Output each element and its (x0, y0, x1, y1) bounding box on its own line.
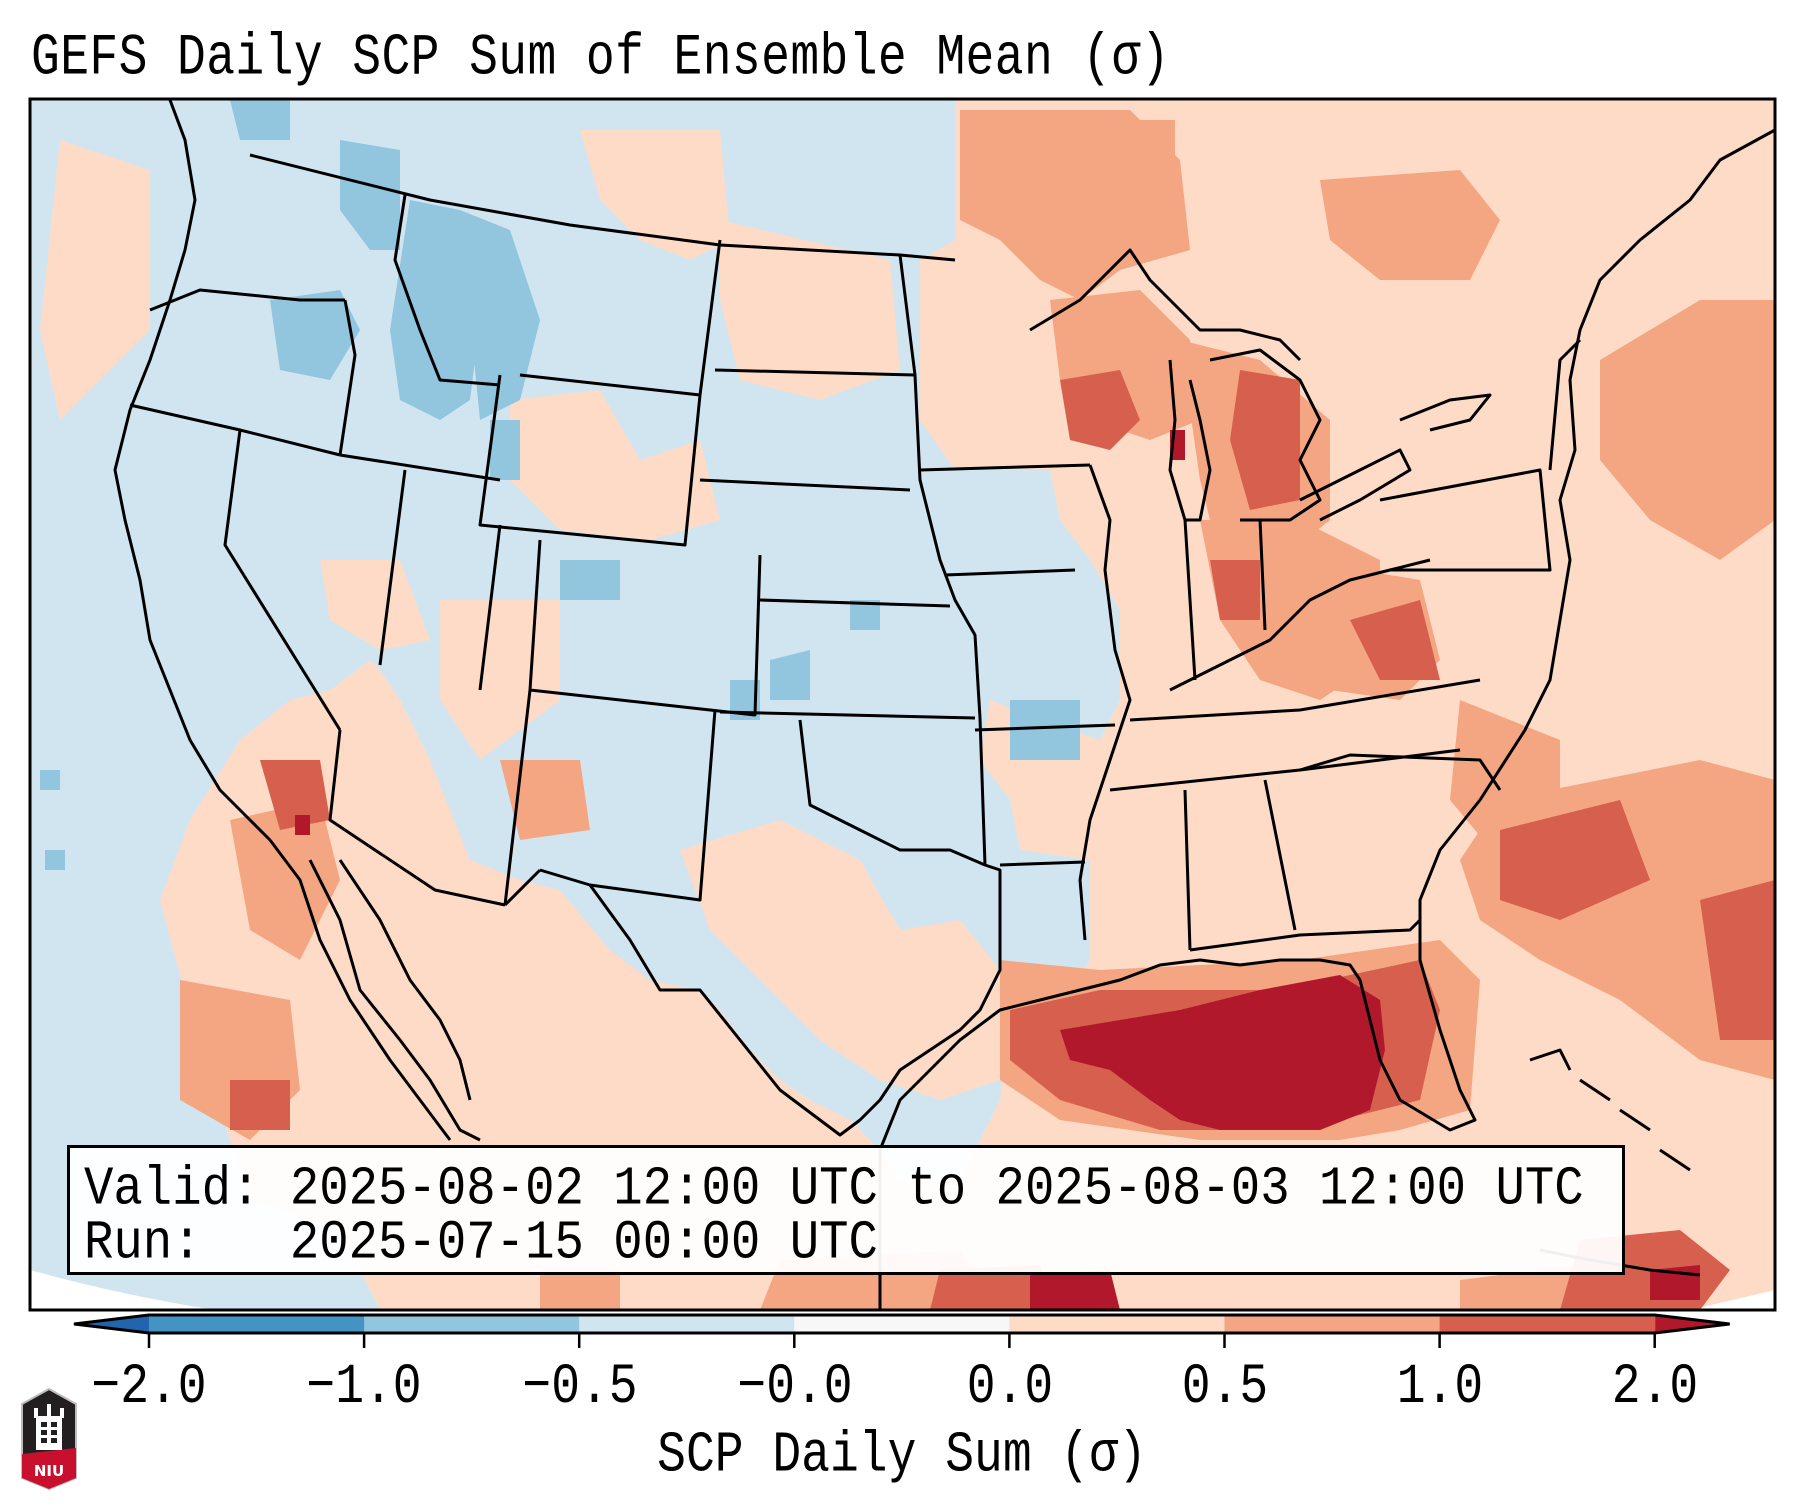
coastline-pacific (113, 99, 272, 842)
border-nd-sd (714, 368, 916, 377)
border-ky-tn (1129, 678, 1481, 722)
border-in-oh (1258, 519, 1267, 631)
logo-text: NIU (34, 1462, 64, 1480)
run-line: Run: 2025-07-15 00:00 UTC (84, 1214, 878, 1272)
colorbar-tick-label: −1.0 (306, 1356, 422, 1420)
border-id-mt (393, 194, 501, 387)
colorbar-tick-label: −2.0 (91, 1356, 207, 1420)
coastline-lake-erie (1299, 448, 1412, 522)
border-texas (588, 719, 1002, 1137)
valid-text: 2025-08-02 12:00 UTC to 2025-08-03 12:00… (289, 1157, 1584, 1221)
logo-band (22, 1448, 76, 1489)
colorbar-bin (364, 1315, 580, 1333)
colorbar-under-extension (74, 1315, 149, 1333)
border-az-nm (503, 689, 532, 906)
border-co (528, 539, 762, 717)
run-label: Run: (84, 1211, 202, 1275)
field-bin-neg-0.5-neg-1.0 (40, 100, 1080, 870)
border-or-id (338, 299, 357, 456)
border-ia (919, 463, 1091, 472)
border-nc-sc (1299, 753, 1502, 791)
valid-label: Valid: (84, 1157, 261, 1221)
scp-field (40, 99, 1775, 1310)
colorbar-bin (1009, 1315, 1226, 1333)
border-ut-co (478, 524, 502, 691)
border-ia-mo (944, 568, 1076, 577)
coastline-michigan-lp (1209, 348, 1322, 522)
border-wa-or (149, 288, 345, 312)
coastline-atlantic (1239, 128, 1775, 1132)
colorbar-tick-label: 0.5 (1181, 1356, 1269, 1420)
map-frame (28, 97, 1777, 1312)
colorbar-axis-label: SCP Daily Sum (σ) (657, 1423, 1147, 1489)
border-nm-tx (539, 709, 717, 902)
border-ca-nv (223, 429, 342, 731)
border-mt-wy (519, 373, 701, 397)
border-mo-ar (974, 723, 1116, 732)
border-ne-ks (759, 598, 951, 608)
map-area (30, 99, 1775, 1310)
coastline-lake-michigan (1168, 359, 1212, 522)
border-sd-ne (699, 478, 911, 492)
boundaries (113, 99, 1775, 1310)
colorbar-bin (794, 1315, 1010, 1333)
border-mn-west (898, 254, 987, 866)
valid-run-legend: Valid: 2025-08-02 12:00 UTC to 2025-08-0… (67, 1145, 1625, 1275)
border-nv-ut (378, 469, 407, 666)
border-nm-mex (503, 868, 542, 907)
coastline-gulf-california (308, 859, 481, 1142)
run-text: 2025-07-15 00:00 UTC (289, 1211, 878, 1275)
colorbar-bin (149, 1315, 365, 1333)
colorbar-tick-label: 1.0 (1396, 1356, 1484, 1420)
coastline-lake-ontario (1399, 393, 1492, 432)
niu-logo: NIU (21, 1388, 77, 1490)
border-ks-ok (719, 710, 976, 720)
colorbar (73, 1313, 1730, 1348)
border-il-in (1183, 519, 1197, 681)
border-ga-fl (1189, 918, 1422, 952)
border-ar-la (999, 860, 1086, 867)
colorbar-bin (1224, 1315, 1441, 1333)
border-ms-al (1183, 789, 1192, 951)
coastline-mexico-west (338, 859, 472, 1101)
page-title: GEFS Daily SCP Sum of Ensemble Mean (σ) (31, 26, 1170, 92)
border-al-ga (1263, 779, 1297, 931)
logo-tower-icon (36, 1416, 62, 1450)
colorbar-tick-label: 2.0 (1611, 1356, 1699, 1420)
colorbar-bin (579, 1315, 795, 1333)
border-wy (478, 374, 702, 547)
projection-edge-right (1690, 1280, 1775, 1310)
border-az-ca (328, 729, 506, 907)
projection-edge-left (30, 1270, 215, 1310)
colorbar-tick-label: −0.0 (737, 1356, 853, 1420)
border-mt-nd (698, 239, 722, 396)
colorbar-bin (1439, 1315, 1656, 1333)
border-id-nv (339, 453, 501, 482)
border-pa (1379, 468, 1552, 572)
colorbar-tick-label: −0.5 (522, 1356, 638, 1420)
border-ny (1548, 338, 1582, 471)
coastline-lake-superior (1029, 248, 1302, 362)
valid-line: Valid: 2025-08-02 12:00 UTC to 2025-08-0… (84, 1160, 1584, 1218)
colorbar-tick-label: 0.0 (966, 1356, 1054, 1420)
colorbar-over-extension (1654, 1315, 1730, 1333)
coastline-bahamas (1529, 1048, 1691, 1172)
border-canada (249, 153, 956, 262)
border-mississippi-river (1078, 464, 1132, 941)
coastline-baja (268, 839, 452, 1141)
